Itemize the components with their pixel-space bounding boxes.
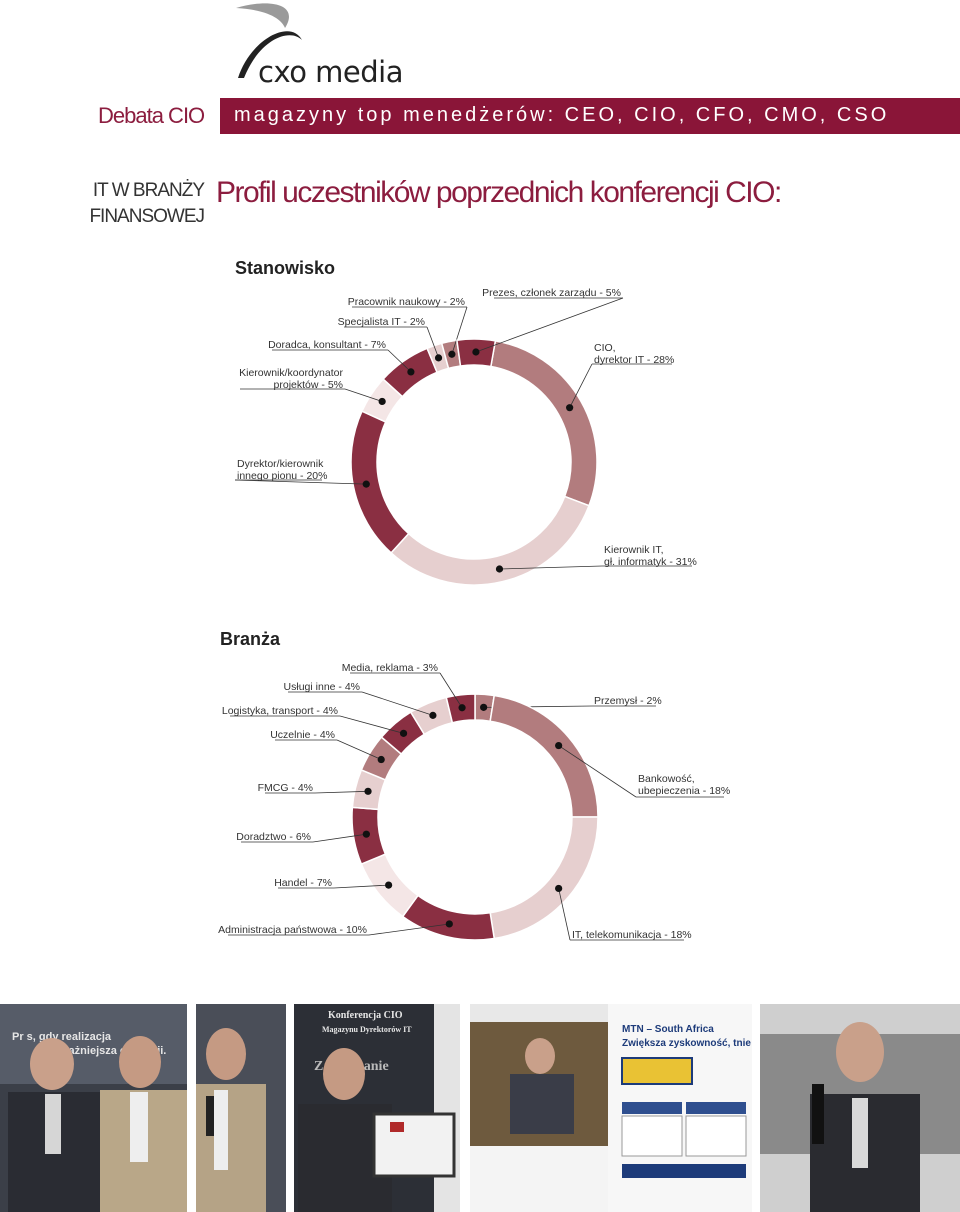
slice-label: Przemysł - 2% [594, 695, 662, 707]
slice-marker-dot [448, 350, 456, 358]
donut-slice [489, 694, 599, 818]
photo-1: Pr s, gdy realizacja ważniejsza od teori… [0, 1004, 187, 1212]
leader-line [361, 691, 434, 716]
slice-label: Uczelnie - 4% [270, 729, 335, 741]
leader-line [314, 790, 369, 794]
slice-marker-dot [566, 404, 574, 412]
slice-label: projektów - 5% [274, 379, 343, 391]
leader-line [558, 888, 571, 941]
leader-line [569, 363, 593, 408]
banner-text: magazyny top menedżerów: CEO, CIO, CFO, … [234, 104, 890, 126]
slice-label: IT, telekomunikacja - 18% [572, 929, 692, 941]
slice-label: Bankowość, [638, 773, 695, 785]
leader-line [387, 349, 412, 373]
slice-label: dyrektor IT - 28% [594, 354, 674, 366]
side-title-line-2: FINANSOWEJ [89, 206, 205, 227]
slice-label: Administracja państwowa - 10% [218, 924, 367, 936]
donut-charts: CIO,dyrektor IT - 28% Kierownik IT,gł. in… [218, 287, 730, 941]
slice-label: Specjalista IT - 2% [338, 316, 425, 328]
slice-marker-dot [429, 711, 437, 719]
slice-label: Kierownik IT, [604, 544, 664, 556]
leader-line [439, 672, 463, 708]
slice-marker-dot [472, 348, 480, 356]
slice-label: Dyrektor/kierownik [237, 458, 324, 470]
slice-marker-dot [378, 397, 386, 406]
slice-label: Media, reklama - 3% [342, 662, 438, 674]
leader-line [558, 745, 637, 798]
slice-label: Logistyka, transport - 4% [222, 705, 338, 717]
donut-slice [401, 894, 496, 941]
slice-label: FMCG - 4% [258, 782, 313, 794]
slice-marker-dot [362, 480, 370, 488]
leader-line [333, 884, 389, 889]
slice-marker-dot [495, 565, 504, 573]
leader-line [451, 306, 468, 355]
donut-chart-1: CIO,dyrektor IT - 28% Kierownik IT,gł. in… [234, 287, 697, 586]
donut-slice [489, 339, 598, 507]
slice-label: gł. informatyk - 31% [604, 556, 697, 568]
donut-slice [489, 816, 599, 940]
slice-marker-dot [385, 881, 393, 889]
photo-4-caption-2: Zwiększa zyskowność, tnie k [622, 1038, 752, 1049]
slice-marker-dot [445, 920, 453, 928]
side-title-line-1: IT W BRANŻY [92, 180, 205, 201]
slice-label: CIO, [594, 342, 616, 354]
logo-text: cxo media [258, 55, 404, 89]
slice-label: Doradca, konsultant - 7% [268, 339, 386, 351]
chart-title-branza: Branża [220, 629, 281, 649]
side-title: IT W BRANŻY FINANSOWEJ [89, 178, 205, 230]
photo-2-caption-2: Magazynu Dyrektorów IT [322, 1025, 412, 1034]
slice-marker-dot [399, 729, 408, 737]
photo-4-caption-1: MTN – South Africa [622, 1024, 714, 1035]
page-title: Profil uczestników poprzednich konferenc… [216, 176, 782, 209]
slice-label: Usługi inne - 4% [284, 681, 360, 693]
photo-3: MTN – South Africa Zwiększa zyskowność, … [470, 1004, 752, 1212]
slice-marker-dot [364, 787, 372, 795]
donut-chart-2: Przemysł - 2% Bankowość,ubepieczenia - 18… [218, 662, 730, 941]
leader-line [344, 388, 383, 402]
photo-2-caption-1: Konferencja CIO [328, 1010, 403, 1021]
photo-1-caption-1: Pr s, gdy realizacja [12, 1031, 112, 1043]
slice-marker-dot [362, 830, 370, 838]
slice-label: innego pionu - 20% [237, 470, 328, 482]
slice-marker-dot [458, 704, 466, 712]
photo-5 [760, 1004, 960, 1212]
slice-marker-dot [377, 755, 385, 764]
donut-slice [350, 410, 410, 554]
leader-line [234, 479, 367, 485]
slice-label: ubepieczenia - 18% [638, 785, 730, 797]
photo-1b [196, 1004, 286, 1212]
leader-line [426, 326, 439, 359]
leader-line [312, 833, 367, 843]
slice-label: Handel - 7% [274, 877, 332, 889]
cxo-media-logo-swoosh [236, 3, 302, 78]
leader-line [368, 923, 450, 936]
leader-line [499, 565, 603, 570]
photo-2: Konferencja CIO Magazynu Dyrektorów IT Z… [294, 1004, 460, 1212]
leader-line [336, 739, 382, 760]
slice-marker-dot [555, 741, 563, 750]
slice-label: Prezes, członek zarządu - 5% [482, 287, 621, 299]
slice-marker-dot [480, 703, 488, 711]
slice-label: Pracownik naukowy - 2% [348, 296, 465, 308]
slice-label: Kierownik/koordynator [239, 367, 343, 379]
header-banner: magazyny top menedżerów: CEO, CIO, CFO, … [220, 98, 960, 134]
slice-marker-dot [407, 368, 415, 376]
slice-marker-dot [555, 884, 563, 893]
chart-title-stanowisko: Stanowisko [235, 258, 336, 278]
photo-strip: Pr s, gdy realizacja ważniejsza od teori… [0, 1004, 960, 1212]
donut-slice [390, 495, 590, 586]
leader-line [475, 297, 624, 353]
slice-marker-dot [434, 354, 443, 362]
leader-line [339, 715, 404, 734]
slice-label: Doradztwo - 6% [236, 831, 311, 843]
section-label: Debata CIO [98, 103, 205, 128]
